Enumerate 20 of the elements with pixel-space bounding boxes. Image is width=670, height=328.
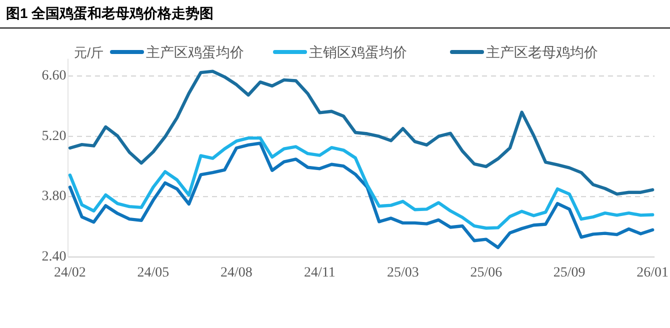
- x-tick-label: 24/02: [54, 266, 86, 280]
- x-tick-label: 26/01: [636, 266, 669, 280]
- x-tick-label: 25/09: [553, 266, 586, 280]
- y-axis-title: 元/斤: [74, 45, 104, 60]
- x-tick-label: 24/05: [137, 266, 170, 280]
- y-tick-label: 5.20: [42, 128, 66, 144]
- x-tick-label: 24/11: [304, 266, 336, 280]
- legend-label: 主产区鸡蛋均价: [146, 44, 244, 60]
- y-tick-label: 6.60: [42, 68, 66, 84]
- legend-label: 主产区老母鸡均价: [486, 44, 598, 60]
- line-series: [68, 70, 654, 196]
- legend-label: 主销区鸡蛋均价: [309, 44, 407, 60]
- x-tick-label: 25/06: [470, 266, 502, 280]
- y-tick-label: 2.40: [42, 250, 66, 264]
- x-tick-label: 25/03: [386, 266, 419, 280]
- line-series: [68, 136, 654, 230]
- chart-title: 图1 全国鸡蛋和老母鸡价格走势图: [6, 5, 214, 21]
- line-series: [68, 142, 654, 250]
- x-tick-label: 24/08: [220, 266, 252, 280]
- y-tick-label: 3.80: [42, 189, 66, 204]
